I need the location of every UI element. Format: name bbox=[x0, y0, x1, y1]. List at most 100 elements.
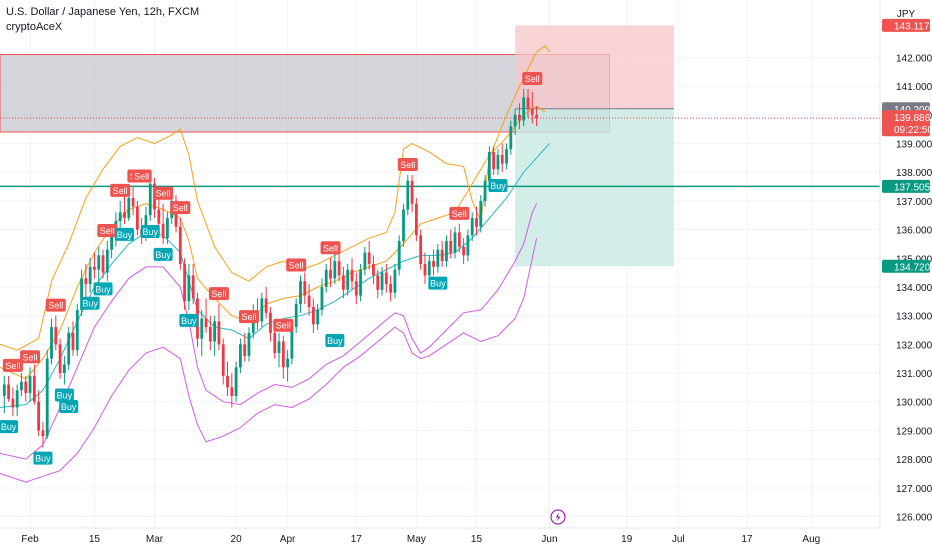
buy-signal-text: Buy bbox=[95, 284, 111, 294]
countdown-text: 09:22:50 bbox=[894, 125, 932, 136]
buy-signal-text: Buy bbox=[1, 422, 17, 432]
candle-body bbox=[527, 98, 530, 109]
candle-body bbox=[3, 385, 6, 396]
candle-body bbox=[484, 181, 487, 201]
take-profit-zone bbox=[515, 109, 674, 267]
candle-body bbox=[355, 281, 358, 295]
price-tag-text: 134.720 bbox=[894, 262, 931, 273]
candle-body bbox=[424, 264, 427, 275]
price-tick-label: 127.000 bbox=[896, 484, 932, 495]
candle-body bbox=[312, 307, 315, 324]
candle-body bbox=[428, 261, 431, 275]
candle-body bbox=[329, 270, 332, 279]
candle-body bbox=[471, 218, 474, 235]
candle-body bbox=[295, 304, 298, 327]
candle-body bbox=[286, 359, 289, 368]
price-tick-label: 131.000 bbox=[896, 369, 932, 380]
candle-body bbox=[230, 387, 233, 396]
candle-body bbox=[7, 385, 10, 399]
candle-body bbox=[179, 227, 182, 264]
price-tick-label: 129.000 bbox=[896, 426, 932, 437]
sell-signal-text: Sell bbox=[400, 160, 415, 170]
sell-signal-text: Sell bbox=[211, 289, 226, 299]
sell-signal-text: Sell bbox=[452, 209, 467, 219]
candle-body bbox=[46, 359, 49, 436]
price-tick-label: 142.000 bbox=[896, 53, 932, 64]
candle-body bbox=[321, 287, 324, 310]
candle-body bbox=[316, 310, 319, 324]
time-tick-label: Apr bbox=[280, 534, 296, 545]
candle-body bbox=[282, 341, 285, 367]
candle-body bbox=[166, 218, 169, 238]
sell-signal-text: Sell bbox=[156, 189, 171, 199]
price-tag-text: 143.117 bbox=[894, 21, 930, 32]
symbol-title[interactable]: U.S. Dollar / Japanese Yen, 12h, FXCM bbox=[6, 5, 199, 20]
candle-body bbox=[106, 250, 109, 273]
candle-body bbox=[127, 198, 130, 218]
candle-body bbox=[402, 209, 405, 241]
time-tick-label: Mar bbox=[146, 534, 164, 545]
candle-body bbox=[333, 261, 336, 278]
candle-body bbox=[123, 212, 126, 218]
candle-body bbox=[308, 296, 311, 307]
candle-body bbox=[273, 333, 276, 353]
candle-body bbox=[157, 209, 160, 223]
candle-body bbox=[76, 310, 79, 350]
time-tick-label: May bbox=[407, 534, 426, 545]
time-tick-label: Jul bbox=[672, 534, 685, 545]
candle-body bbox=[278, 341, 281, 352]
sell-signal-text: Sell bbox=[23, 352, 38, 362]
price-tick-label: 133.000 bbox=[896, 312, 932, 323]
sell-signal-text: Sell bbox=[100, 226, 115, 236]
buy-signal-text: Buy bbox=[490, 181, 506, 191]
candle-body bbox=[67, 333, 70, 365]
price-tag-text: 139.886 bbox=[894, 113, 931, 124]
sell-signal-text: Sell bbox=[276, 321, 291, 331]
time-tick-label: 15 bbox=[89, 534, 101, 545]
candle-body bbox=[218, 321, 221, 344]
candle-body bbox=[24, 382, 27, 393]
candle-body bbox=[475, 218, 478, 227]
sell-signal-text: Sell bbox=[173, 203, 188, 213]
candle-body bbox=[462, 247, 465, 256]
candle-body bbox=[110, 235, 113, 249]
sell-signal-text: Sell bbox=[113, 186, 128, 196]
candle-body bbox=[239, 344, 242, 367]
candle-body bbox=[162, 224, 165, 238]
candle-body bbox=[359, 270, 362, 296]
currency-label: JPY bbox=[897, 9, 916, 20]
candle-body bbox=[351, 270, 354, 281]
candle-body bbox=[501, 155, 504, 164]
candle-body bbox=[119, 212, 122, 221]
sell-signal-text: Sell bbox=[241, 312, 256, 322]
candle-body bbox=[243, 344, 246, 355]
candle-body bbox=[497, 155, 500, 169]
candle-body bbox=[363, 253, 366, 270]
candle-body bbox=[518, 115, 521, 121]
candle-body bbox=[11, 399, 14, 408]
indicator-name[interactable]: cryptoAceX bbox=[6, 20, 199, 35]
candle-body bbox=[535, 115, 538, 118]
candle-body bbox=[33, 376, 36, 402]
chart-legend: U.S. Dollar / Japanese Yen, 12h, FXCM cr… bbox=[6, 5, 199, 35]
sell-signal-text: Sell bbox=[525, 74, 540, 84]
buy-signal-text: Buy bbox=[57, 391, 73, 401]
candle-body bbox=[394, 270, 397, 293]
time-tick-label: 17 bbox=[351, 534, 363, 545]
candle-body bbox=[299, 281, 302, 304]
candle-body bbox=[389, 284, 392, 293]
candle-body bbox=[376, 275, 379, 289]
candle-body bbox=[50, 327, 53, 359]
buy-signal-text: Buy bbox=[430, 279, 446, 289]
candle-body bbox=[346, 270, 349, 290]
buy-signal-text: Buy bbox=[142, 227, 158, 237]
candle-body bbox=[102, 255, 105, 272]
time-tick-label: 20 bbox=[231, 534, 243, 545]
candle-body bbox=[183, 264, 186, 301]
buy-signal-text: Buy bbox=[117, 230, 133, 240]
candle-body bbox=[260, 298, 263, 321]
candle-body bbox=[445, 241, 448, 261]
candle-body bbox=[338, 261, 341, 275]
buy-signal-text: Buy bbox=[61, 402, 77, 412]
